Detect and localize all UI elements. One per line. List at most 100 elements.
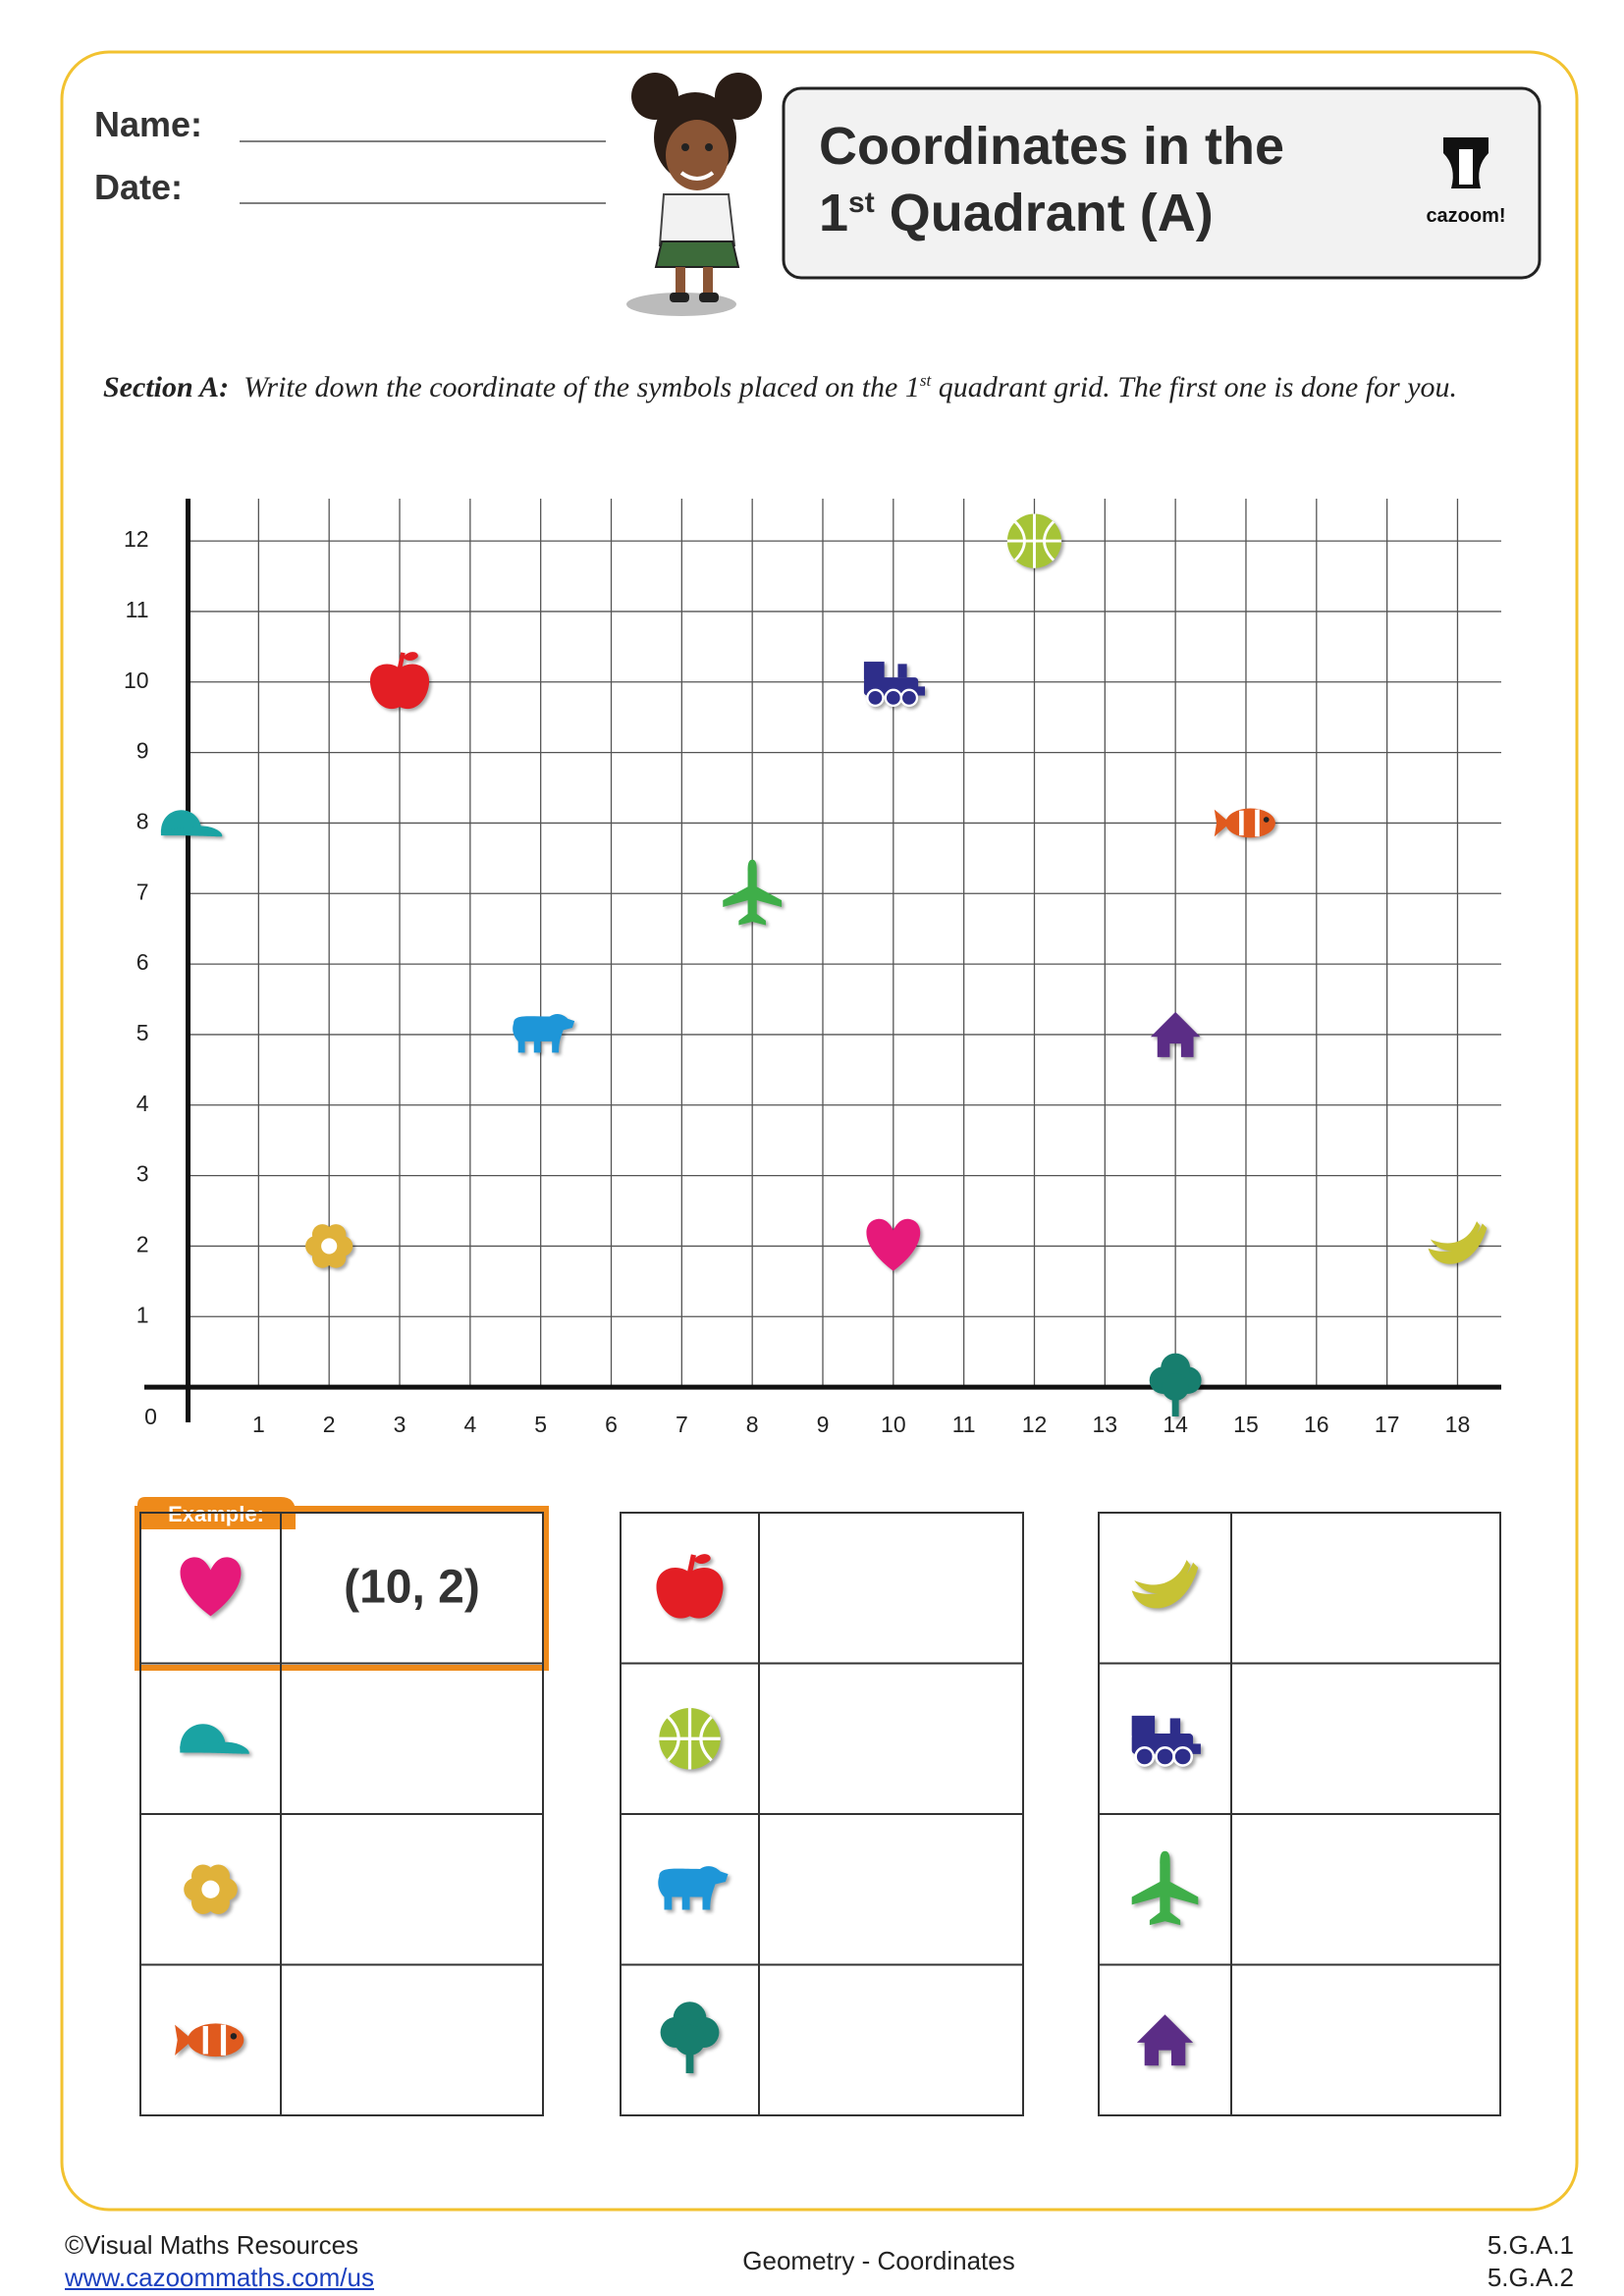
banana-shape (1430, 1221, 1481, 1252)
train-shape (1155, 1746, 1175, 1767)
hair-bun (715, 73, 762, 120)
title-rest: Quadrant (A) (889, 184, 1214, 242)
skirt (654, 240, 740, 268)
flower-shape (201, 1880, 220, 1898)
instructions: Section A: Write down the coordinate of … (103, 361, 1527, 407)
y-tick-label: 3 (136, 1161, 149, 1187)
house-shape (1150, 1011, 1201, 1057)
eye (681, 143, 689, 151)
banana-shape (1428, 1223, 1488, 1264)
house-shape (1136, 2014, 1194, 2066)
title-number: 1 (819, 184, 849, 242)
point-tree (1149, 1353, 1202, 1416)
apple-shape (693, 1554, 711, 1565)
x-tick-label: 6 (605, 1412, 618, 1437)
x-tick-label: 9 (817, 1412, 830, 1437)
page-border (60, 50, 1579, 2212)
banana-shape (1131, 1562, 1199, 1609)
train-shape (863, 662, 885, 680)
eye (705, 143, 713, 151)
fish-shape (230, 2033, 238, 2040)
x-tick-label: 2 (323, 1412, 336, 1437)
bear-shape (513, 1014, 575, 1053)
apple-shape (369, 664, 430, 710)
instruction-sup: st (919, 371, 932, 390)
y-tick-label: 4 (136, 1091, 149, 1116)
x-tick-label: 1 (252, 1412, 265, 1437)
train-shape (899, 688, 919, 708)
table-icon-tree (660, 2002, 720, 2074)
point-banana (1428, 1221, 1488, 1264)
standard: 5.G.A.2 (1487, 2263, 1574, 2292)
x-tick-label: 3 (394, 1412, 406, 1437)
ball-shape (659, 1708, 721, 1770)
logo: cazoom! (1426, 137, 1506, 227)
heart-shape (866, 1218, 921, 1271)
point-bear (513, 1014, 575, 1053)
table-icon-house (1136, 2014, 1194, 2066)
y-tick-label: 9 (136, 738, 149, 764)
table-icon-heart (180, 1557, 242, 1617)
logo-mark (1459, 149, 1473, 185)
table-icon-fish (175, 2023, 244, 2057)
table-icon-train (1131, 1715, 1201, 1767)
y-tick-label: 1 (136, 1302, 149, 1327)
smile (679, 171, 715, 181)
example-box (135, 1506, 549, 1671)
fish-shape (202, 2024, 227, 2056)
point-train (863, 662, 926, 708)
shirt (658, 193, 736, 246)
train-shape (1134, 1746, 1156, 1767)
y-tick-label: 10 (124, 667, 149, 693)
plane-shape (1131, 1850, 1199, 1926)
train-shape (884, 688, 903, 708)
x-tick-label: 7 (676, 1412, 688, 1437)
ball-shape (1006, 513, 1062, 568)
tree-shape (674, 2024, 706, 2056)
tree-shape (1161, 1353, 1191, 1383)
train-shape (1172, 1746, 1194, 1767)
table-icon-plane (1131, 1850, 1199, 1926)
fish-shape (1225, 808, 1275, 838)
fish-shape (175, 2024, 193, 2056)
character (626, 73, 762, 316)
title-suffix: st (848, 187, 875, 219)
y-tick-label: 6 (136, 949, 149, 975)
flower-shape (321, 1238, 338, 1255)
cap-shape (180, 1741, 249, 1754)
website-link[interactable]: www.cazoommaths.com/us (65, 2263, 374, 2292)
leg (676, 267, 685, 296)
tree-shape (1171, 1391, 1179, 1416)
title-line: 1st Quadrant (A) (819, 183, 1214, 243)
y-tick-label: 7 (136, 879, 149, 904)
train-shape (1131, 1715, 1156, 1736)
table-icon-apple (656, 1554, 724, 1619)
point-fish (1214, 808, 1275, 838)
x-tick-label: 5 (534, 1412, 547, 1437)
x-tick-label: 15 (1233, 1412, 1259, 1437)
leg (703, 267, 713, 296)
train-shape (897, 664, 907, 678)
title-box (782, 86, 1542, 280)
point-house (1150, 1011, 1201, 1057)
point-ball (1006, 513, 1062, 568)
date-label: Date: (94, 167, 184, 207)
apple-shape (686, 1554, 696, 1574)
title-line: Coordinates in the (819, 117, 1285, 176)
shoe (670, 293, 689, 302)
banana-shape (1134, 1560, 1191, 1594)
tree-shape (673, 2002, 707, 2036)
tree-shape (1162, 1373, 1189, 1401)
point-apple (369, 652, 430, 710)
x-tick-label: 16 (1304, 1412, 1329, 1437)
x-tick-label: 10 (881, 1412, 906, 1437)
heart-shape (180, 1557, 242, 1617)
x-tick-label: 17 (1375, 1412, 1400, 1437)
cap-shape (160, 810, 202, 832)
x-tick-label: 18 (1445, 1412, 1471, 1437)
example-answer: (10, 2) (344, 1561, 480, 1613)
fish-shape (1263, 817, 1270, 823)
x-tick-label: 4 (463, 1412, 476, 1437)
